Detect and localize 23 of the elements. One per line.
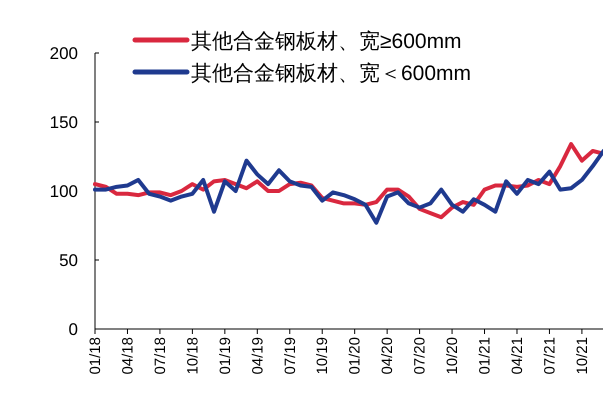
x-tick-label: 07/18 — [152, 337, 169, 375]
y-tick-label: 0 — [68, 320, 78, 339]
y-tick-label: 50 — [59, 251, 78, 270]
x-tick-label: 04/18 — [119, 337, 136, 375]
x-tick-label: 07/21 — [541, 337, 558, 375]
y-tick-label: 150 — [50, 113, 78, 132]
x-tick-label: 10/19 — [314, 337, 332, 375]
x-tick-label: 01/19 — [216, 337, 234, 375]
legend-label: 其他合金钢板材、宽＜600mm — [191, 62, 472, 85]
legend-label: 其他合金钢板材、宽≥600mm — [191, 30, 462, 53]
x-tick-label: 10/20 — [444, 337, 462, 375]
x-tick-label: 01/21 — [476, 337, 494, 375]
x-tick-label: 07/19 — [282, 337, 299, 375]
y-tick-label: 200 — [50, 44, 78, 63]
x-tick-label: 04/20 — [379, 337, 396, 375]
x-tick-label: 10/21 — [574, 337, 591, 375]
x-tick-label: 07/20 — [412, 337, 429, 375]
x-tick-label: 10/18 — [184, 337, 202, 375]
x-tick-label: 04/21 — [508, 337, 526, 375]
x-tick-label: 04/19 — [249, 337, 266, 375]
y-tick-label: 100 — [50, 182, 78, 201]
x-tick-label: 01/20 — [346, 337, 364, 375]
x-tick-label: 01/18 — [87, 337, 104, 375]
